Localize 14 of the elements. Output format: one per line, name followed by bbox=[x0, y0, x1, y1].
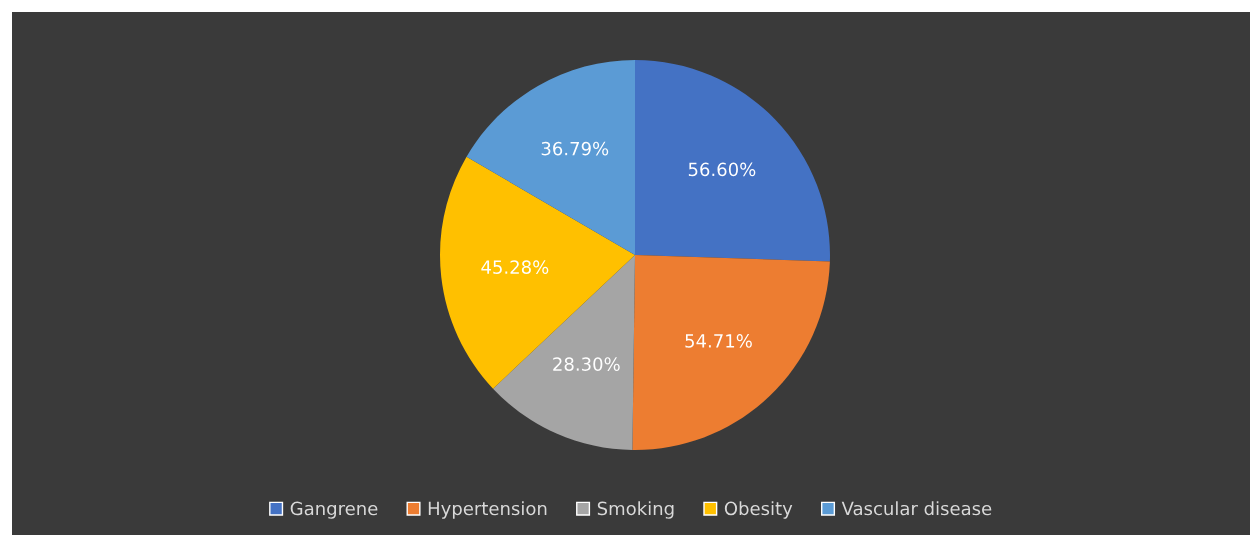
data-label: 45.28% bbox=[481, 260, 549, 274]
legend-label: Obesity bbox=[724, 501, 793, 519]
legend-label: Smoking bbox=[597, 501, 674, 519]
pie-slice bbox=[440, 156, 635, 389]
data-label: 36.79% bbox=[541, 141, 609, 156]
pie-slice bbox=[635, 60, 830, 262]
legend-label: Vascular disease bbox=[841, 501, 992, 516]
pie-slice bbox=[632, 255, 830, 450]
data-label: 54.71% bbox=[685, 334, 752, 348]
legend-label: Gangrene bbox=[290, 501, 378, 519]
legend-label: Hypertension bbox=[428, 501, 547, 519]
data-label: 28.30% bbox=[553, 357, 620, 371]
data-label: 56.60% bbox=[688, 162, 756, 177]
pie-slice bbox=[466, 60, 635, 255]
